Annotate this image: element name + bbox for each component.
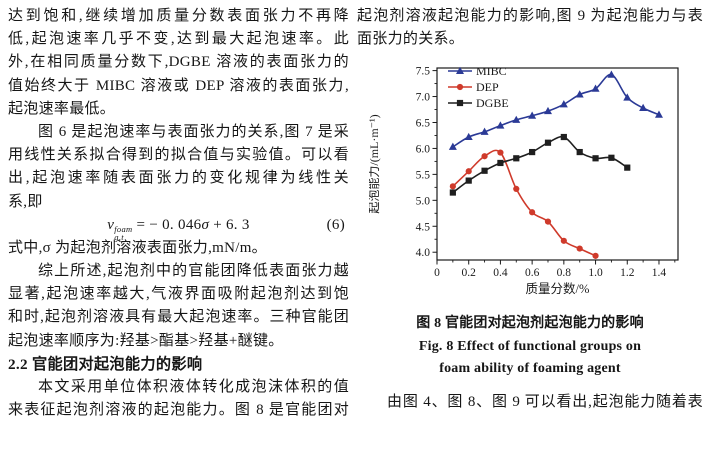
equation-variable: v xyxy=(107,216,115,233)
body-text-line: 面张力的关系。 xyxy=(357,31,465,48)
equation-superscript: foam xyxy=(114,223,133,234)
body-text-line: 用线性关系拟合得到的拟合值与实验值。可以看 xyxy=(8,147,349,164)
svg-text:1.0: 1.0 xyxy=(588,267,603,279)
right-column: 起泡剂溶液起泡能力的影响,图 9 为起泡能力与表 面张力的关系。 0 0.2 0.4… xyxy=(357,5,703,414)
svg-text:5.0: 5.0 xyxy=(416,196,431,208)
svg-text:7.5: 7.5 xyxy=(416,66,431,78)
svg-text:5.5: 5.5 xyxy=(416,170,431,182)
svg-text:DGBE: DGBE xyxy=(476,97,509,111)
svg-text:6.5: 6.5 xyxy=(416,118,431,130)
body-text-line: 由图 4、图 8、图 9 可以看出,起泡能力随着表 xyxy=(387,393,703,410)
body-text-line: 来表征起泡剂溶液的起泡能力。图 8 是官能团对 xyxy=(8,402,349,419)
equation-tail: + 6. 3 xyxy=(209,216,250,233)
body-text-line: 达到饱和,继续增加质量分数表面张力不再降 xyxy=(8,8,349,24)
body-text-line: 出,起泡速率随表面张力的变化规律为线性关 xyxy=(8,170,349,187)
svg-text:DEP: DEP xyxy=(476,81,499,95)
equation-supsub: foam g,t xyxy=(114,223,133,242)
body-text-line: 式中,σ 为起泡剂溶液表面张力,mN/m。 xyxy=(8,239,267,256)
body-text-line: 起泡速率最低。 xyxy=(8,100,116,117)
body-text-line: 和时,起泡剂溶液具有最大起泡速率。三种官能团 xyxy=(8,309,349,326)
equation-number: (6) xyxy=(326,216,345,233)
body-text-line: 低,起泡速率几乎不变,达到最大起泡速率。此 xyxy=(8,31,349,48)
body-text-line: 外,在相同质量分数下,DGBE 溶液的表面张力的 xyxy=(8,54,349,71)
svg-text:4.0: 4.0 xyxy=(416,248,431,260)
svg-text:1.4: 1.4 xyxy=(652,267,667,279)
equation-sigma: σ xyxy=(201,216,210,233)
svg-text:MIBC: MIBC xyxy=(476,65,507,79)
figure-8-chart: 0 0.2 0.4 0.6 0.8 1.0 1.2 1.4 4.0 4.5 5.0 5.5 6.0 6.5… xyxy=(369,65,679,296)
figure-caption-en-line1: Fig. 8 Effect of functional groups on xyxy=(418,338,642,354)
equation-6: v foam g,t = − 0. 046σ + 6. 3 (6) xyxy=(8,214,349,241)
svg-text:0: 0 xyxy=(434,267,440,279)
svg-text:7.0: 7.0 xyxy=(416,92,431,104)
svg-text:起泡能力/(mL·m⁻¹): 起泡能力/(mL·m⁻¹) xyxy=(369,115,381,214)
figure-caption-cn: 图 8 官能团对起泡剂起泡能力的影响 xyxy=(416,316,644,332)
section-heading: 2.2 官能团对起泡能力的影响 xyxy=(8,355,203,373)
body-text-line: 本文采用单位体积液体转化成泡沫体积的值 xyxy=(38,379,349,395)
body-text-line: 综上所述,起泡剂中的官能团降低表面张力越 xyxy=(38,263,349,280)
figure-8: 0 0.2 0.4 0.6 0.8 1.0 1.2 1.4 4.0 4.5 5.0 5.5 6.0 6.5… xyxy=(357,53,703,381)
svg-text:质量分数/%: 质量分数/% xyxy=(526,281,590,296)
svg-text:4.5: 4.5 xyxy=(416,222,431,234)
body-text-line: 值始终大于 MIBC 溶液或 DEP 溶液的表面张力, xyxy=(8,77,349,94)
svg-text:0.8: 0.8 xyxy=(557,267,572,279)
body-text-line: 起泡速率顺序为:羟基>酯基>羟基+醚键。 xyxy=(8,332,284,349)
equation-body: v foam g,t = − 0. 046σ + 6. 3 xyxy=(107,216,250,241)
svg-text:0.6: 0.6 xyxy=(525,267,540,279)
equation-subscript: g,t xyxy=(114,231,124,242)
svg-text:0.4: 0.4 xyxy=(493,267,508,279)
svg-text:6.0: 6.0 xyxy=(416,144,431,156)
body-text-line: 起泡剂溶液起泡能力的影响,图 9 为起泡能力与表 xyxy=(357,8,703,24)
figure-8-caption: 图 8 官能团对起泡剂起泡能力的影响 Fig. 8 Effect of func… xyxy=(357,313,703,381)
left-column: 达到饱和,继续增加质量分数表面张力不再降 低,起泡速率几乎不变,达到最大起泡速率… xyxy=(8,5,349,422)
svg-text:1.2: 1.2 xyxy=(620,267,635,279)
body-text-line: 图 6 是起泡速率与表面张力的关系,图 7 是采 xyxy=(38,123,349,140)
body-text-line: 系,即 xyxy=(8,193,43,210)
body-text-line: 显著,起泡速率越大,气液界面吸附起泡剂达到饱 xyxy=(8,286,349,303)
figure-caption-en-line2: foam ability of foaming agent xyxy=(439,361,621,377)
svg-text:0.2: 0.2 xyxy=(462,267,477,279)
equation-mid: = − 0. 046 xyxy=(132,216,202,233)
